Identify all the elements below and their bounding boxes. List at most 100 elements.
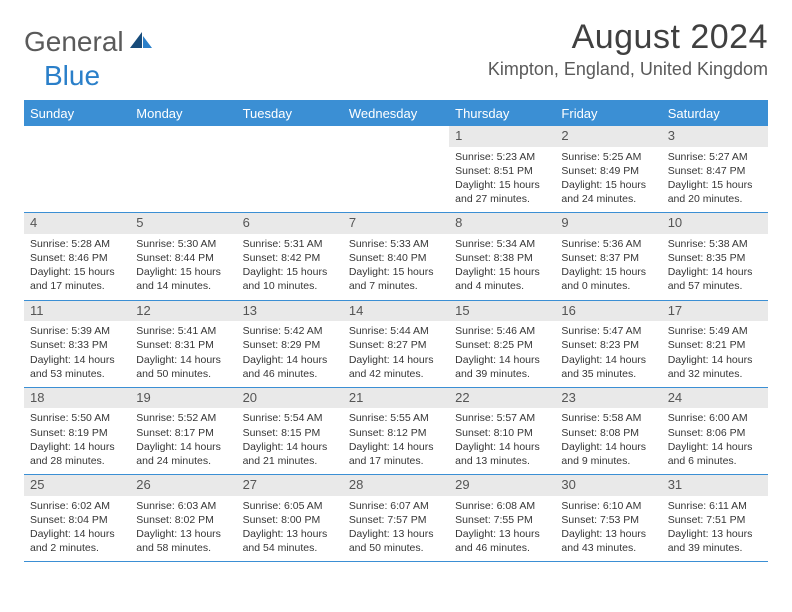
weekday-header: Monday (130, 102, 236, 126)
sunrise-text: Sunrise: 5:30 AM (136, 237, 230, 251)
daylight-text: Daylight: 14 hours and 24 minutes. (136, 440, 230, 468)
day-info: Sunrise: 5:27 AMSunset: 8:47 PMDaylight:… (662, 147, 768, 213)
logo-word-1: General (24, 28, 124, 56)
day-cell: 19Sunrise: 5:52 AMSunset: 8:17 PMDayligh… (130, 388, 236, 474)
sunset-text: Sunset: 7:57 PM (349, 513, 443, 527)
day-number: 30 (555, 475, 661, 496)
day-cell: 4Sunrise: 5:28 AMSunset: 8:46 PMDaylight… (24, 213, 130, 299)
daylight-text: Daylight: 14 hours and 17 minutes. (349, 440, 443, 468)
day-info: Sunrise: 5:58 AMSunset: 8:08 PMDaylight:… (555, 408, 661, 474)
daylight-text: Daylight: 14 hours and 50 minutes. (136, 353, 230, 381)
daylight-text: Daylight: 13 hours and 50 minutes. (349, 527, 443, 555)
day-number: 4 (24, 213, 130, 234)
day-number: 14 (343, 301, 449, 322)
sunrise-text: Sunrise: 5:33 AM (349, 237, 443, 251)
sunrise-text: Sunrise: 5:28 AM (30, 237, 124, 251)
sunset-text: Sunset: 8:00 PM (243, 513, 337, 527)
sunset-text: Sunset: 8:02 PM (136, 513, 230, 527)
day-number (24, 126, 130, 131)
sunrise-text: Sunrise: 5:58 AM (561, 411, 655, 425)
sunset-text: Sunset: 8:33 PM (30, 338, 124, 352)
day-info: Sunrise: 5:57 AMSunset: 8:10 PMDaylight:… (449, 408, 555, 474)
day-number: 28 (343, 475, 449, 496)
daylight-text: Daylight: 13 hours and 46 minutes. (455, 527, 549, 555)
daylight-text: Daylight: 14 hours and 46 minutes. (243, 353, 337, 381)
daylight-text: Daylight: 14 hours and 13 minutes. (455, 440, 549, 468)
weekday-header: Tuesday (237, 102, 343, 126)
day-info: Sunrise: 5:38 AMSunset: 8:35 PMDaylight:… (662, 234, 768, 300)
day-cell: 30Sunrise: 6:10 AMSunset: 7:53 PMDayligh… (555, 475, 661, 561)
daylight-text: Daylight: 14 hours and 53 minutes. (30, 353, 124, 381)
week-row: 18Sunrise: 5:50 AMSunset: 8:19 PMDayligh… (24, 388, 768, 475)
weekday-header: Sunday (24, 102, 130, 126)
daylight-text: Daylight: 14 hours and 2 minutes. (30, 527, 124, 555)
sunrise-text: Sunrise: 5:27 AM (668, 150, 762, 164)
day-info: Sunrise: 5:28 AMSunset: 8:46 PMDaylight:… (24, 234, 130, 300)
logo-word-2: Blue (44, 60, 100, 91)
day-info: Sunrise: 5:46 AMSunset: 8:25 PMDaylight:… (449, 321, 555, 387)
sunrise-text: Sunrise: 5:36 AM (561, 237, 655, 251)
sunrise-text: Sunrise: 5:39 AM (30, 324, 124, 338)
day-cell: 5Sunrise: 5:30 AMSunset: 8:44 PMDaylight… (130, 213, 236, 299)
day-number: 1 (449, 126, 555, 147)
day-cell: 9Sunrise: 5:36 AMSunset: 8:37 PMDaylight… (555, 213, 661, 299)
weekday-header: Wednesday (343, 102, 449, 126)
day-cell: 12Sunrise: 5:41 AMSunset: 8:31 PMDayligh… (130, 301, 236, 387)
daylight-text: Daylight: 15 hours and 7 minutes. (349, 265, 443, 293)
day-info: Sunrise: 6:10 AMSunset: 7:53 PMDaylight:… (555, 496, 661, 562)
day-info: Sunrise: 5:52 AMSunset: 8:17 PMDaylight:… (130, 408, 236, 474)
day-info: Sunrise: 5:50 AMSunset: 8:19 PMDaylight:… (24, 408, 130, 474)
sunset-text: Sunset: 8:04 PM (30, 513, 124, 527)
sunset-text: Sunset: 7:55 PM (455, 513, 549, 527)
day-number: 7 (343, 213, 449, 234)
sunset-text: Sunset: 8:12 PM (349, 426, 443, 440)
daylight-text: Daylight: 14 hours and 42 minutes. (349, 353, 443, 381)
sunrise-text: Sunrise: 5:42 AM (243, 324, 337, 338)
day-cell: 7Sunrise: 5:33 AMSunset: 8:40 PMDaylight… (343, 213, 449, 299)
sunrise-text: Sunrise: 5:23 AM (455, 150, 549, 164)
day-number: 13 (237, 301, 343, 322)
day-info: Sunrise: 5:55 AMSunset: 8:12 PMDaylight:… (343, 408, 449, 474)
sunrise-text: Sunrise: 5:34 AM (455, 237, 549, 251)
sunrise-text: Sunrise: 5:41 AM (136, 324, 230, 338)
day-number: 23 (555, 388, 661, 409)
month-title: August 2024 (488, 18, 768, 57)
sunset-text: Sunset: 8:06 PM (668, 426, 762, 440)
sunrise-text: Sunrise: 6:05 AM (243, 499, 337, 513)
sunrise-text: Sunrise: 5:55 AM (349, 411, 443, 425)
sunrise-text: Sunrise: 5:25 AM (561, 150, 655, 164)
sunset-text: Sunset: 8:31 PM (136, 338, 230, 352)
daylight-text: Daylight: 14 hours and 39 minutes. (455, 353, 549, 381)
day-cell: 1Sunrise: 5:23 AMSunset: 8:51 PMDaylight… (449, 126, 555, 212)
day-number: 27 (237, 475, 343, 496)
day-cell: 13Sunrise: 5:42 AMSunset: 8:29 PMDayligh… (237, 301, 343, 387)
daylight-text: Daylight: 15 hours and 0 minutes. (561, 265, 655, 293)
sunset-text: Sunset: 7:53 PM (561, 513, 655, 527)
day-cell: 17Sunrise: 5:49 AMSunset: 8:21 PMDayligh… (662, 301, 768, 387)
day-cell: 21Sunrise: 5:55 AMSunset: 8:12 PMDayligh… (343, 388, 449, 474)
daylight-text: Daylight: 13 hours and 58 minutes. (136, 527, 230, 555)
day-info: Sunrise: 5:54 AMSunset: 8:15 PMDaylight:… (237, 408, 343, 474)
sunrise-text: Sunrise: 6:08 AM (455, 499, 549, 513)
sunset-text: Sunset: 8:27 PM (349, 338, 443, 352)
daylight-text: Daylight: 13 hours and 43 minutes. (561, 527, 655, 555)
day-info: Sunrise: 5:33 AMSunset: 8:40 PMDaylight:… (343, 234, 449, 300)
sunset-text: Sunset: 8:25 PM (455, 338, 549, 352)
daylight-text: Daylight: 15 hours and 4 minutes. (455, 265, 549, 293)
day-cell: 11Sunrise: 5:39 AMSunset: 8:33 PMDayligh… (24, 301, 130, 387)
day-number: 22 (449, 388, 555, 409)
day-info: Sunrise: 6:02 AMSunset: 8:04 PMDaylight:… (24, 496, 130, 562)
sunrise-text: Sunrise: 6:02 AM (30, 499, 124, 513)
day-info: Sunrise: 5:30 AMSunset: 8:44 PMDaylight:… (130, 234, 236, 300)
sunset-text: Sunset: 8:38 PM (455, 251, 549, 265)
week-row: 1Sunrise: 5:23 AMSunset: 8:51 PMDaylight… (24, 126, 768, 213)
sunset-text: Sunset: 8:44 PM (136, 251, 230, 265)
day-cell: 23Sunrise: 5:58 AMSunset: 8:08 PMDayligh… (555, 388, 661, 474)
day-number: 24 (662, 388, 768, 409)
day-cell (24, 126, 130, 212)
day-number: 9 (555, 213, 661, 234)
day-info: Sunrise: 6:00 AMSunset: 8:06 PMDaylight:… (662, 408, 768, 474)
daylight-text: Daylight: 14 hours and 28 minutes. (30, 440, 124, 468)
daylight-text: Daylight: 15 hours and 10 minutes. (243, 265, 337, 293)
daylight-text: Daylight: 14 hours and 57 minutes. (668, 265, 762, 293)
